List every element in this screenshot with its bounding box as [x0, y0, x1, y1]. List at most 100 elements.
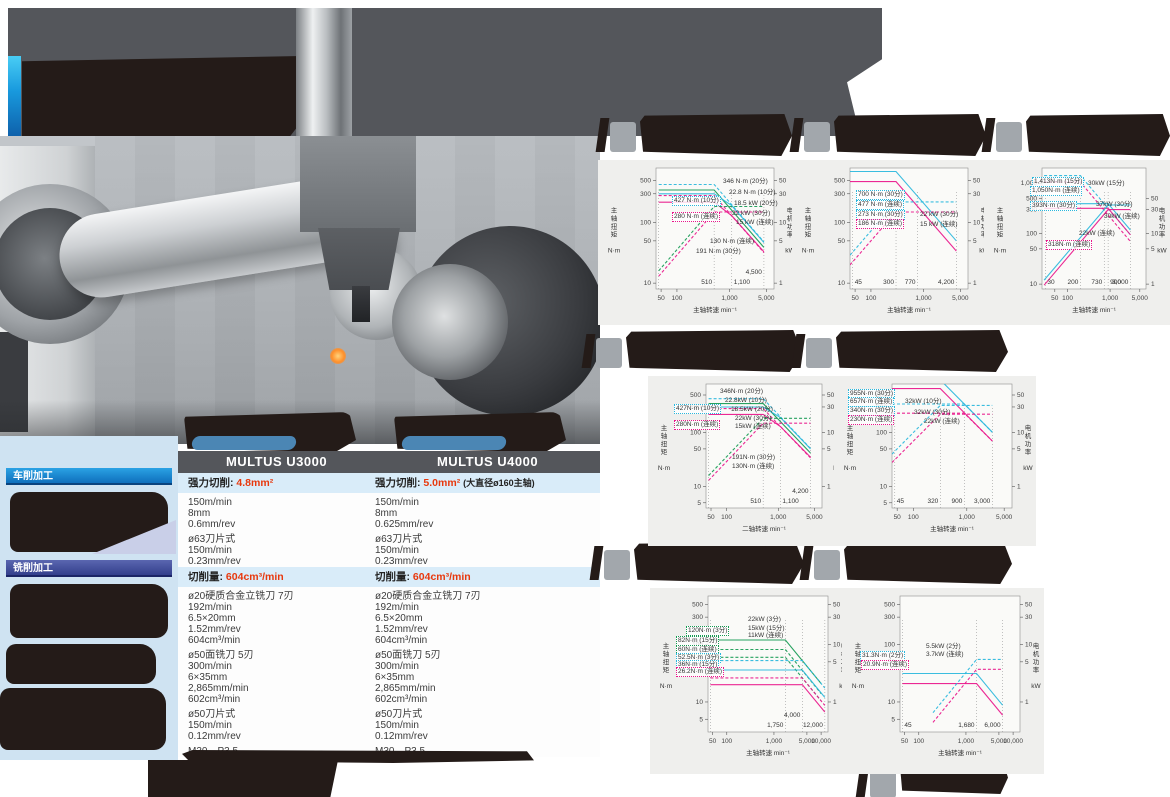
svg-text:4,500: 4,500: [746, 269, 763, 276]
svg-text:kW: kW: [1023, 465, 1033, 472]
svg-text:率: 率: [1025, 447, 1032, 456]
chart-annotation: 346 N·m (20分): [723, 178, 768, 185]
chart-group-title-redacted: [799, 540, 1012, 586]
chart-annotation: 700 N·m (30分): [856, 190, 905, 200]
svg-text:12,000: 12,000: [803, 722, 823, 729]
section-tab-turning: 车削加工: [6, 468, 172, 485]
svg-text:1,000: 1,000: [770, 514, 787, 521]
svg-text:5,000: 5,000: [758, 295, 775, 302]
svg-text:10: 10: [827, 430, 835, 437]
spec-cell-u4000: ø50刀片式: [375, 709, 423, 720]
chart-svg: 50 100 1,000 5,000 10 50 100 300 500 1 5 10 30 50 45 30…: [802, 167, 990, 314]
svg-text:5: 5: [833, 659, 837, 666]
svg-text:5: 5: [1017, 446, 1021, 453]
svg-text:50: 50: [894, 514, 902, 521]
chart-series-line: [710, 660, 826, 689]
chart-annotation: 130N·m (连续): [732, 463, 775, 470]
hl-label: 切削量:: [375, 571, 410, 583]
svg-text:500: 500: [690, 392, 701, 399]
svg-text:N·m: N·m: [802, 248, 814, 255]
hl-note: (大直径ø160主轴): [463, 478, 535, 488]
svg-text:100: 100: [721, 514, 732, 521]
svg-text:机: 机: [787, 214, 794, 223]
svg-text:二轴转速 min⁻¹: 二轴转速 min⁻¹: [742, 524, 787, 533]
chart-annotation: 22kW (3分): [748, 616, 781, 623]
spec-cell-u3000: ø63刀片式: [188, 534, 236, 545]
svg-text:100: 100: [672, 295, 683, 302]
spec-row: 150m/min 150m/min: [178, 497, 600, 508]
svg-text:100: 100: [1062, 295, 1073, 302]
svg-text:1: 1: [827, 484, 831, 491]
svg-text:电: 电: [787, 206, 794, 215]
chart-annotation: 130 N·m (连续): [710, 238, 755, 245]
title-icon-placeholder: [804, 122, 830, 152]
svg-text:10: 10: [644, 280, 652, 287]
spec-cell-u3000: ø50面铣刀 5刃: [188, 650, 254, 661]
svg-text:率: 率: [1033, 665, 1040, 674]
svg-text:10: 10: [1025, 642, 1033, 649]
svg-text:510: 510: [701, 279, 712, 286]
spec-row: ø50刀片式 ø50刀片式: [178, 709, 600, 720]
svg-text:1: 1: [1017, 484, 1021, 491]
svg-text:轴: 轴: [855, 649, 862, 658]
svg-text:矩: 矩: [855, 665, 862, 674]
svg-text:10: 10: [1017, 430, 1025, 437]
spec-row: 2,865mm/min 2,865mm/min: [178, 683, 600, 694]
spec-cell-u4000: 300m/min: [375, 661, 419, 672]
hl-label: 强力切削:: [375, 477, 421, 489]
spec-row: 6×35mm 6×35mm: [178, 672, 600, 683]
chart-group-title-redacted: [581, 328, 802, 374]
section-tab-milling: 铣削加工: [6, 560, 172, 577]
spec-cell-u4000: ø63刀片式: [375, 534, 423, 545]
chart-annotation: 280N·m (连续): [674, 420, 721, 430]
chart-svg: 501001,0005,00010,0005105010030050015103…: [660, 595, 850, 757]
spec-row: 6.5×20mm 6.5×20mm: [178, 613, 600, 624]
svg-text:30: 30: [1151, 207, 1159, 214]
hl-value: 604cm³/min: [412, 571, 471, 583]
svg-text:主轴转速 min⁻¹: 主轴转速 min⁻¹: [1072, 305, 1117, 314]
svg-text:500: 500: [834, 177, 845, 184]
spec-cell-u3000: 150m/min: [188, 720, 232, 731]
svg-text:50: 50: [1151, 195, 1159, 202]
svg-text:主轴转速 min⁻¹: 主轴转速 min⁻¹: [938, 748, 983, 757]
svg-text:5,000: 5,000: [799, 738, 816, 745]
svg-text:N·m: N·m: [994, 248, 1006, 255]
svg-text:矩: 矩: [611, 230, 618, 239]
chart-annotation: 26.2N·m (连续): [676, 667, 725, 677]
spec-cell-u3000: ø50刀片式: [188, 709, 236, 720]
chart-group-title-redacted: [789, 112, 986, 158]
svg-text:50: 50: [973, 177, 981, 184]
photo-spindle-head: [300, 136, 416, 232]
chart-series-line: [708, 417, 811, 476]
redacted-footnote-strip: [182, 750, 534, 763]
svg-text:900: 900: [1110, 279, 1121, 286]
chart-annotation: 427 N·m (10分): [672, 196, 721, 206]
svg-text:100: 100: [884, 642, 895, 649]
spec-row: 0.12mm/rev 0.12mm/rev: [178, 731, 600, 742]
spec-row: 1.52mm/rev 1.52mm/rev: [178, 624, 600, 635]
svg-text:主: 主: [805, 206, 812, 215]
svg-text:5: 5: [883, 500, 887, 507]
svg-text:轴: 轴: [847, 431, 854, 440]
chart-annotation: 22kW (连续): [924, 418, 960, 425]
svg-text:5,000: 5,000: [806, 514, 823, 521]
spec-row: ø50面铣刀 5刃 ø50面铣刀 5刃: [178, 650, 600, 661]
redacted-title-text: [640, 114, 792, 156]
spec-row: 8mm 8mm: [178, 508, 600, 519]
svg-text:1: 1: [1151, 281, 1155, 288]
spec-cell-u3000: 6×35mm: [188, 672, 228, 683]
svg-text:50: 50: [707, 514, 715, 521]
svg-text:矩: 矩: [805, 230, 812, 239]
spec-cell-u4000: ø50面铣刀 5刃: [375, 650, 441, 661]
spec-cell-u3000: 300m/min: [188, 661, 232, 672]
chart-series-line: [708, 403, 811, 454]
left-spec-panel: 车削加工 铣削加工: [0, 436, 178, 760]
spec-row: 150m/min 150m/min: [178, 720, 600, 731]
title-wedge: [799, 546, 814, 580]
svg-text:主: 主: [997, 206, 1004, 215]
hl-value: 5.0mm²: [423, 477, 461, 489]
chart-annotation: 427N·m (10分): [674, 404, 721, 414]
svg-text:1,000: 1,000: [1102, 295, 1119, 302]
svg-text:30: 30: [779, 191, 787, 198]
